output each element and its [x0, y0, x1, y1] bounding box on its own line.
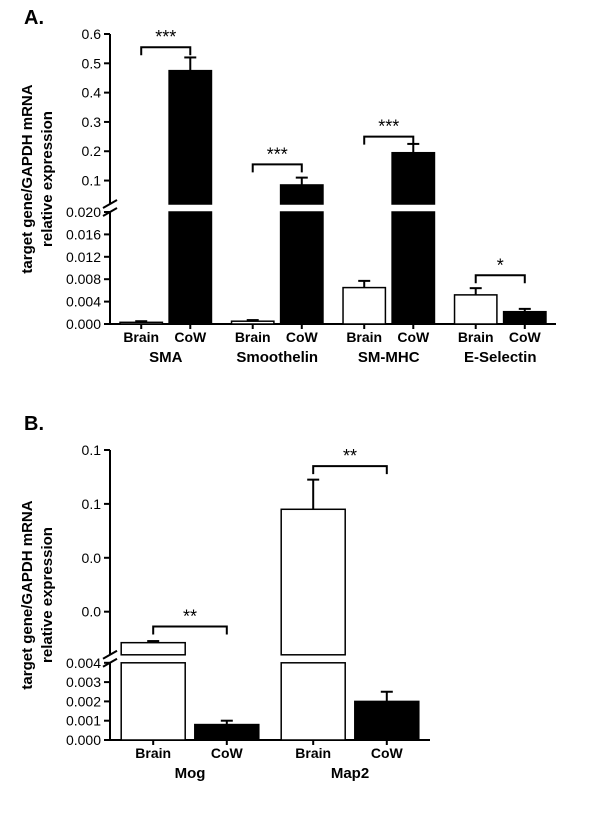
group-label: E-Selectin: [464, 349, 537, 366]
category-label: CoW: [509, 329, 542, 345]
svg-text:0.008: 0.008: [66, 271, 101, 287]
svg-text:0.002: 0.002: [66, 693, 101, 709]
sig-label: ***: [378, 117, 399, 137]
panel-label-a: A.: [24, 7, 44, 29]
bar: [281, 663, 345, 740]
bar: [232, 321, 274, 324]
bar: [169, 212, 211, 324]
sig-label: ***: [155, 27, 176, 47]
svg-text:0.4: 0.4: [82, 85, 102, 101]
category-label: CoW: [371, 745, 404, 761]
svg-text:0.5: 0.5: [82, 55, 102, 71]
svg-text:relative expression: relative expression: [39, 527, 56, 663]
group-label: Mog: [175, 765, 206, 782]
category-label: Brain: [123, 329, 159, 345]
svg-text:0.0: 0.0: [82, 550, 102, 566]
sig-label: ***: [267, 144, 288, 164]
bar: [281, 509, 345, 655]
category-label: CoW: [174, 329, 207, 345]
svg-text:0.004: 0.004: [66, 294, 101, 310]
category-label: CoW: [397, 329, 430, 345]
svg-text:0.2: 0.2: [82, 143, 102, 159]
category-label: Brain: [235, 329, 271, 345]
bar: [355, 701, 419, 740]
bar: [281, 185, 323, 204]
svg-text:0.020: 0.020: [66, 204, 101, 220]
svg-text:0.1: 0.1: [82, 442, 102, 458]
bar: [281, 212, 323, 324]
category-label: CoW: [211, 745, 244, 761]
group-label: SMA: [149, 349, 183, 366]
panel-label-b: B.: [24, 413, 44, 435]
group-label: SM-MHC: [358, 349, 420, 366]
category-label: Brain: [135, 745, 171, 761]
svg-text:relative expression: relative expression: [39, 111, 56, 247]
category-label: Brain: [458, 329, 494, 345]
sig-label: **: [343, 446, 357, 466]
category-label: CoW: [286, 329, 319, 345]
bar: [120, 322, 162, 324]
svg-text:target gene/GAPDH mRNA: target gene/GAPDH mRNA: [19, 84, 36, 273]
bar: [343, 288, 385, 324]
sig-label: **: [183, 607, 197, 627]
group-label: Smoothelin: [236, 349, 318, 366]
svg-text:0.003: 0.003: [66, 674, 101, 690]
category-label: Brain: [295, 745, 331, 761]
bar: [169, 71, 211, 204]
bar: [392, 212, 434, 324]
svg-text:target gene/GAPDH mRNA: target gene/GAPDH mRNA: [19, 500, 36, 689]
sig-label: *: [497, 255, 504, 275]
group-label: Map2: [331, 765, 369, 782]
bar: [392, 153, 434, 204]
svg-text:0.000: 0.000: [66, 732, 101, 748]
svg-text:0.004: 0.004: [66, 655, 101, 671]
svg-text:0.000: 0.000: [66, 316, 101, 332]
svg-text:0.012: 0.012: [66, 249, 101, 265]
bar: [121, 663, 185, 740]
svg-text:0.016: 0.016: [66, 226, 101, 242]
svg-text:0.6: 0.6: [82, 26, 102, 42]
bar: [455, 295, 497, 324]
bar: [504, 312, 546, 324]
svg-text:0.1: 0.1: [82, 173, 102, 189]
svg-text:0.0: 0.0: [82, 604, 102, 620]
svg-text:0.3: 0.3: [82, 114, 102, 130]
bar: [121, 643, 185, 655]
bar: [195, 725, 259, 740]
svg-text:0.1: 0.1: [82, 496, 102, 512]
svg-text:0.001: 0.001: [66, 713, 101, 729]
category-label: Brain: [346, 329, 382, 345]
